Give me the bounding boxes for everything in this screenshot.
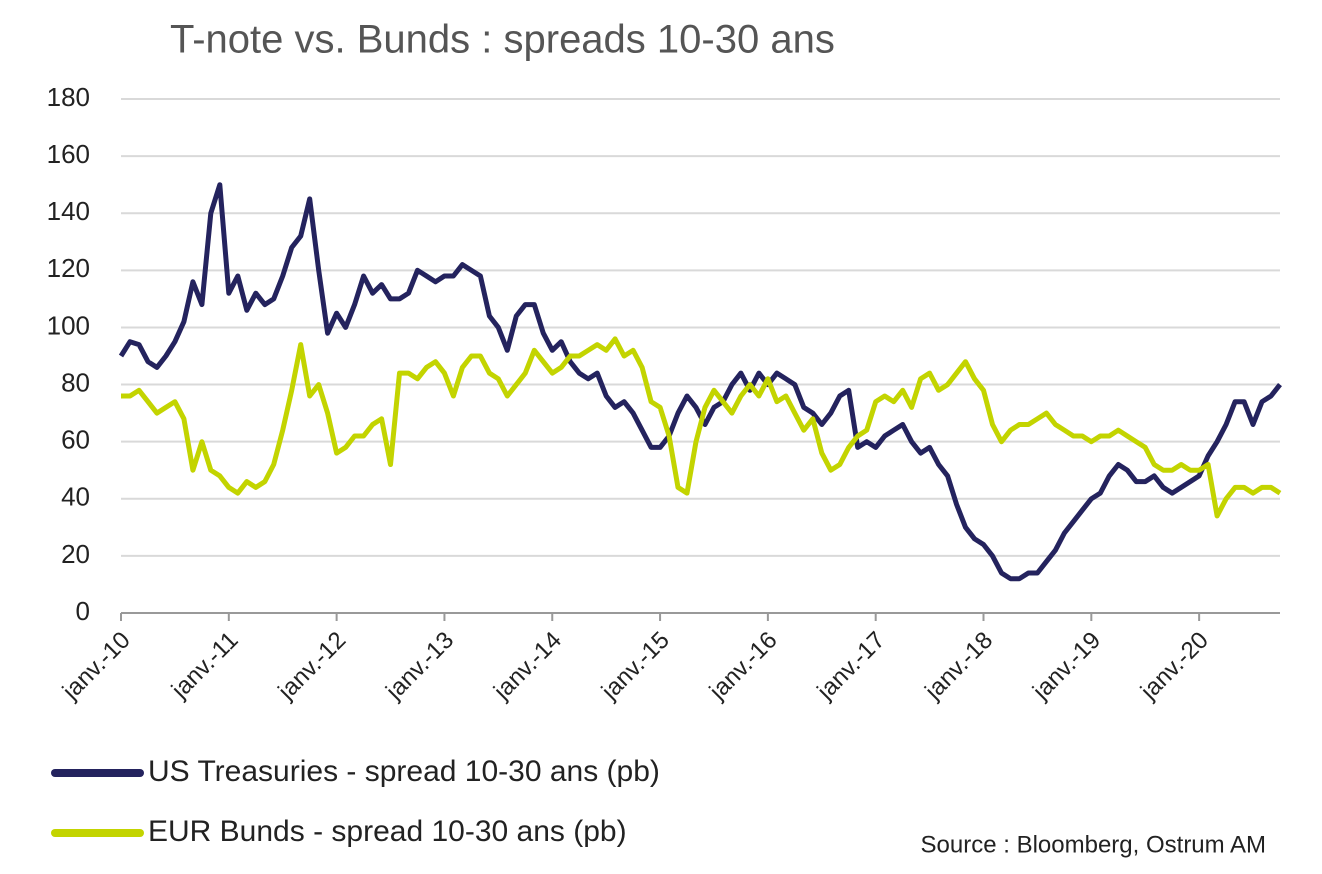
x-tick-label: janv.-10 <box>57 627 136 706</box>
source-note: Source : Bloomberg, Ostrum AM <box>921 831 1266 858</box>
x-tick-label: janv.-12 <box>272 627 351 706</box>
x-tick-label: janv.-18 <box>919 627 998 706</box>
legend-label: EUR Bunds - spread 10-30 ans (pb) <box>148 815 627 848</box>
y-tick-label: 140 <box>47 196 90 226</box>
y-tick-label: 60 <box>61 425 90 455</box>
x-tick-label: janv.-14 <box>488 627 567 706</box>
y-tick-label: 180 <box>47 82 90 112</box>
x-tick-label: janv.-16 <box>704 627 783 706</box>
y-tick-label: 40 <box>61 482 90 512</box>
y-tick-label: 20 <box>61 539 90 569</box>
x-tick-label: janv.-11 <box>166 627 244 705</box>
x-tick-label: janv.-15 <box>596 627 675 706</box>
x-tick-label: janv.-13 <box>380 627 459 706</box>
x-tick-label: janv.-19 <box>1027 627 1106 706</box>
y-tick-label: 80 <box>61 367 90 397</box>
y-tick-label: 120 <box>47 253 90 283</box>
legend-label: US Treasuries - spread 10-30 ans (pb) <box>148 755 660 788</box>
y-tick-label: 160 <box>47 139 90 169</box>
chart-title: T-note vs. Bunds : spreads 10-30 ans <box>170 18 835 62</box>
x-tick-label: janv.-20 <box>1135 627 1214 706</box>
series-line <box>121 336 1282 519</box>
x-tick-label: janv.-17 <box>812 627 891 706</box>
y-tick-label: 0 <box>76 596 90 626</box>
y-tick-label: 100 <box>47 310 90 340</box>
